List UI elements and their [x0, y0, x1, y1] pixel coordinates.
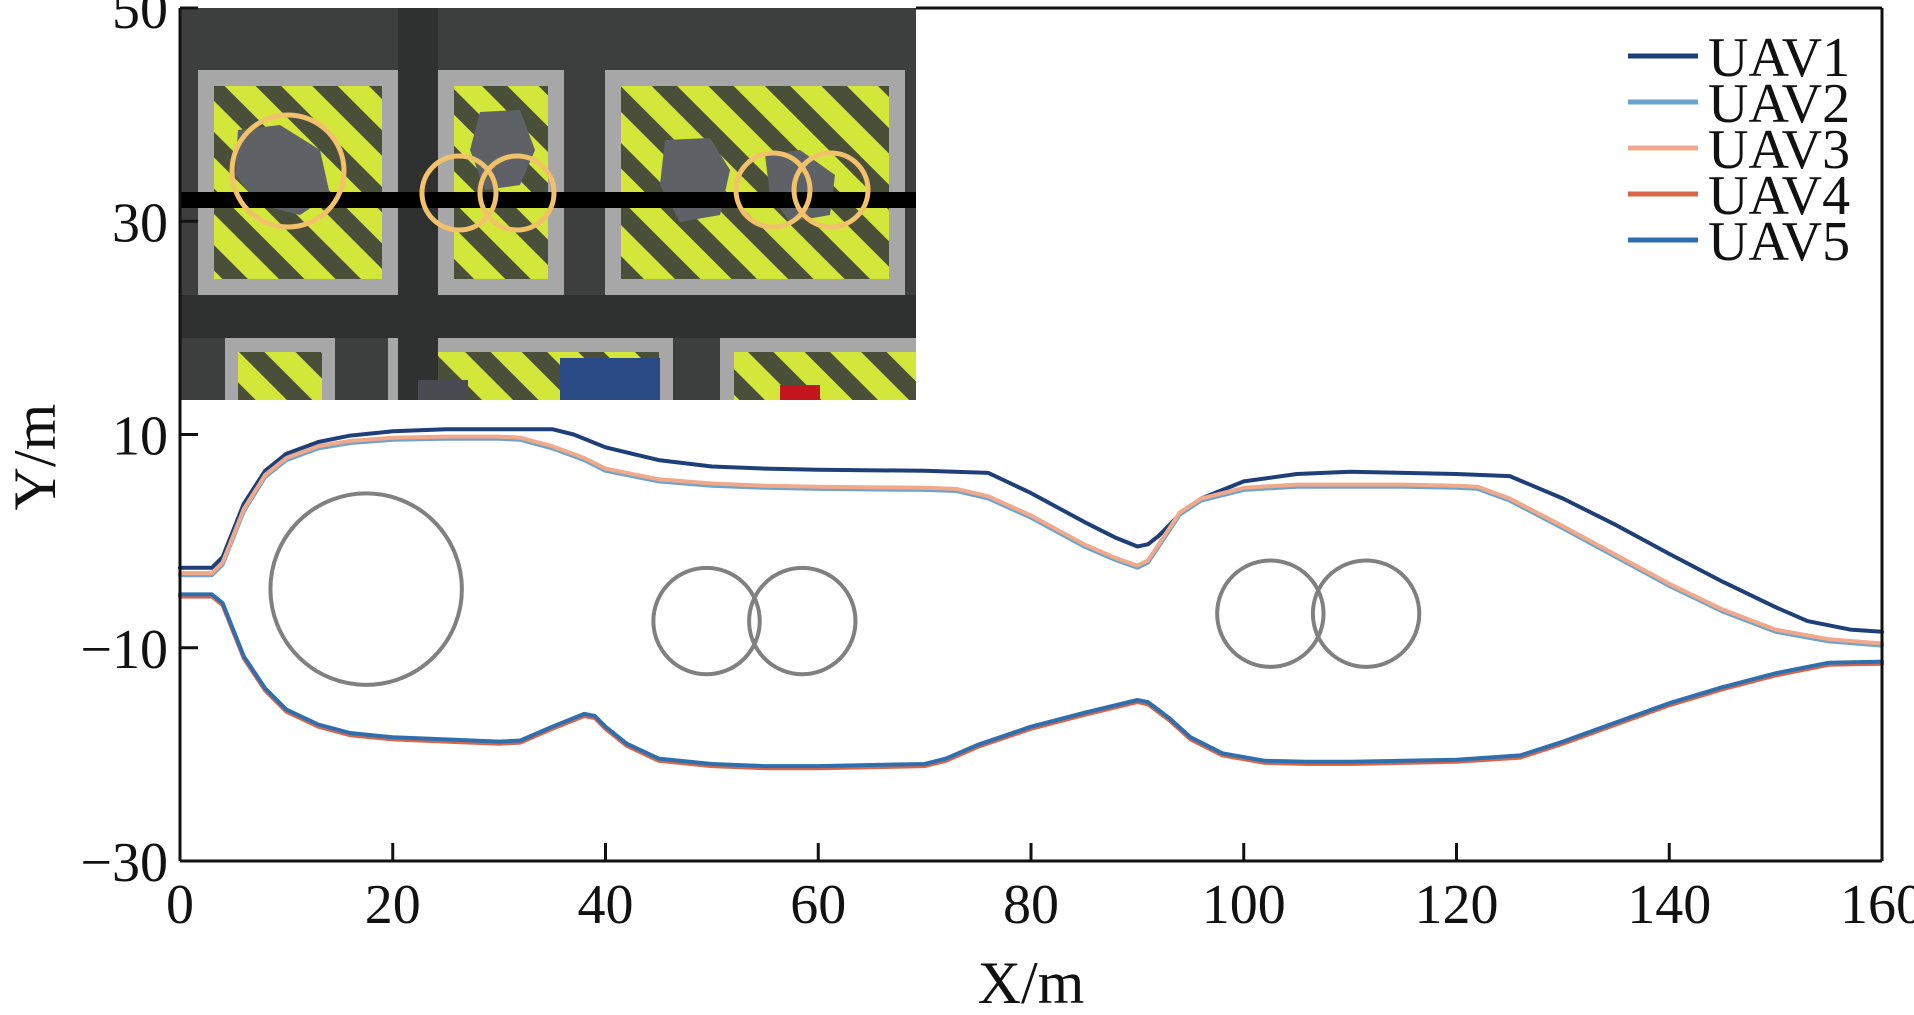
inset-blocks — [198, 70, 916, 400]
x-tick-label: 60 — [790, 874, 846, 936]
axes: 0 20 40 60 80 100 120 140 160 −30 −10 10 30 50 — [80, 0, 1914, 936]
series-lines — [178, 427, 1884, 771]
y-tick-label: 50 — [112, 0, 168, 41]
y-tick-label: −10 — [80, 619, 168, 681]
legend-label-uav4: UAV4 — [1708, 165, 1850, 227]
x-tick-label: 100 — [1202, 874, 1286, 936]
obstacle-circle-5 — [1310, 558, 1422, 669]
series-line-uav2 — [178, 436, 1884, 648]
x-tick-label: 120 — [1415, 874, 1499, 936]
x-ticks: 0 20 40 60 80 100 120 140 160 — [166, 843, 1914, 936]
y-tick-label: 10 — [112, 406, 168, 468]
obstacle-circle-1 — [268, 491, 464, 687]
y-axis-title: Y/m — [2, 404, 68, 511]
legend-label-uav5: UAV5 — [1708, 211, 1850, 273]
y-tick-label: 30 — [112, 192, 168, 254]
x-tick-label: 80 — [1003, 874, 1059, 936]
inset-path-line — [180, 192, 916, 208]
legend-label-uav2: UAV2 — [1708, 73, 1850, 135]
inset-road-horizontal — [180, 295, 916, 338]
simulation-inset-image — [180, 8, 916, 400]
y-tick-label: −30 — [80, 832, 168, 894]
legend-label-uav1: UAV1 — [1708, 27, 1850, 89]
series-line-uav1 — [178, 427, 1884, 634]
series-line-uav5 — [178, 592, 1884, 769]
legend-label-uav3: UAV3 — [1708, 119, 1850, 181]
x-tick-label: 140 — [1627, 874, 1711, 936]
x-tick-label: 40 — [578, 874, 634, 936]
obstacle-circle-3 — [747, 565, 858, 677]
series-line-uav3 — [178, 434, 1884, 646]
inset-obstacle-circles — [229, 112, 871, 233]
obstacle-circles — [268, 491, 1422, 687]
x-tick-label: 0 — [166, 874, 194, 936]
x-axis-title: X/m — [978, 950, 1085, 1015]
x-tick-label: 20 — [365, 874, 421, 936]
y-ticks: −30 −10 10 30 50 — [80, 0, 198, 894]
series-line-uav4 — [178, 594, 1884, 771]
obstacle-circle-4 — [1215, 558, 1326, 669]
obstacle-circle-2 — [651, 565, 762, 677]
x-tick-label: 160 — [1840, 874, 1914, 936]
plot-area — [178, 427, 1884, 771]
